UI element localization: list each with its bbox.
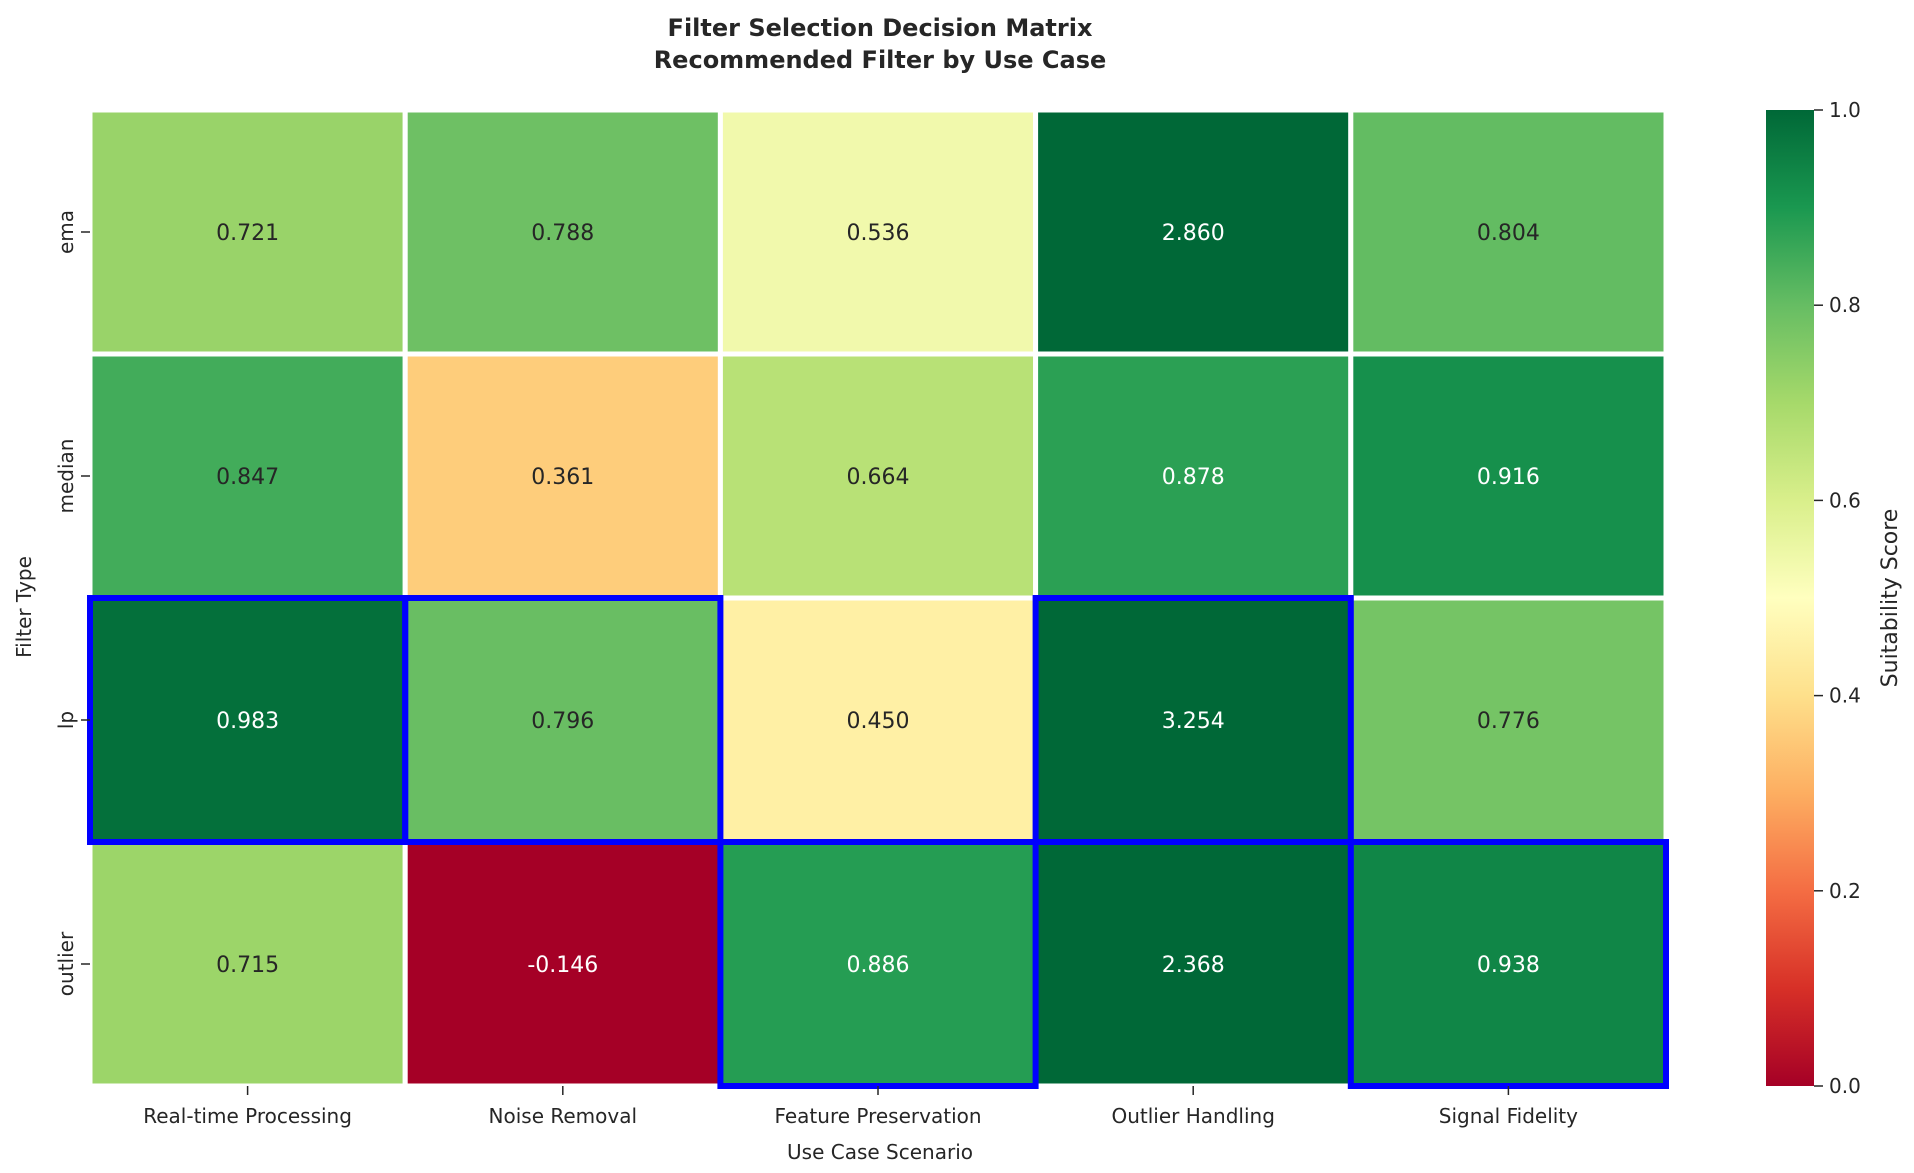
colorbar-tick-label: 0.2 <box>1829 879 1861 903</box>
chart-title-line1: Filter Selection Decision Matrix <box>668 14 1093 42</box>
cell-value-label: 2.368 <box>1162 953 1225 978</box>
cell-value-label: -0.146 <box>527 953 598 978</box>
colorbar-label: Suitability Score <box>1878 509 1903 688</box>
cell-value-label: 0.715 <box>216 953 279 978</box>
y-tick-label: ema <box>54 210 78 254</box>
y-axis-label: Filter Type <box>12 556 36 658</box>
chart-title-line2: Recommended Filter by Use Case <box>654 46 1107 74</box>
heatmap-cell <box>402 839 723 1089</box>
cell-value-label: 2.860 <box>1162 221 1225 246</box>
cell-value-label: 0.361 <box>531 465 594 490</box>
colorbar-tick-label: 1.0 <box>1829 98 1861 122</box>
x-tick-label: Real-time Processing <box>143 1104 352 1128</box>
cell-value-label: 0.788 <box>531 221 594 246</box>
cell-value-label: 0.536 <box>847 221 910 246</box>
cell-value-label: 0.847 <box>216 465 279 490</box>
colorbar-tick-label: 0.0 <box>1829 1074 1861 1098</box>
heatmap-cell <box>87 107 408 357</box>
x-tick-label: Noise Removal <box>489 1104 638 1128</box>
colorbar <box>1766 110 1814 1086</box>
y-axis: ema median lp outlier <box>54 210 90 996</box>
x-tick-label: Outlier Handling <box>1111 1104 1274 1128</box>
cell-value-label: 0.796 <box>531 709 594 734</box>
y-tick-label: lp <box>54 711 78 729</box>
cell-value-label: 0.938 <box>1477 953 1540 978</box>
heatmap-cell <box>1348 595 1669 845</box>
colorbar-tick-label: 0.6 <box>1829 488 1861 512</box>
heatmap-cell <box>402 107 723 357</box>
heatmap-cell <box>1033 595 1354 845</box>
cell-value-label: 3.254 <box>1162 709 1225 734</box>
x-axis-label: Use Case Scenario <box>787 1140 973 1164</box>
y-tick-label: outlier <box>54 931 78 996</box>
heatmap-cell <box>717 351 1039 601</box>
x-tick-label: Feature Preservation <box>774 1104 981 1128</box>
x-axis: Real-time Processing Noise Removal Feature… <box>143 1086 1578 1128</box>
cell-value-label: 0.664 <box>847 465 910 490</box>
cell-value-label: 0.450 <box>847 709 910 734</box>
highlight-box <box>402 595 724 845</box>
cell-value-label: 0.878 <box>1162 465 1225 490</box>
cell-value-label: 0.886 <box>847 953 910 978</box>
colorbar-ticks: 0.0 0.2 0.4 0.6 0.8 1.0 <box>1814 98 1861 1098</box>
x-tick-label: Signal Fidelity <box>1439 1104 1578 1128</box>
cell-value-label: 0.983 <box>216 709 279 734</box>
cell-value-label: 0.721 <box>216 221 279 246</box>
heatmap-cell <box>1033 839 1354 1089</box>
colorbar-tick-label: 0.4 <box>1829 684 1861 708</box>
heatmap-cell <box>1033 351 1354 601</box>
y-tick-label: median <box>54 439 78 514</box>
cell-value-label: 0.776 <box>1477 709 1540 734</box>
heatmap-cell <box>717 595 1039 845</box>
heatmap-cell <box>717 839 1039 1089</box>
highlight-box <box>1032 595 1354 845</box>
cell-value-label: 0.916 <box>1477 465 1540 490</box>
cell-value-label: 0.804 <box>1477 221 1540 246</box>
colorbar-tick-label: 0.8 <box>1829 293 1861 317</box>
heatmap-cells: 0.721 0.788 0.536 2.860 0.804 0.847 0.361 0.664… <box>87 107 1669 1089</box>
